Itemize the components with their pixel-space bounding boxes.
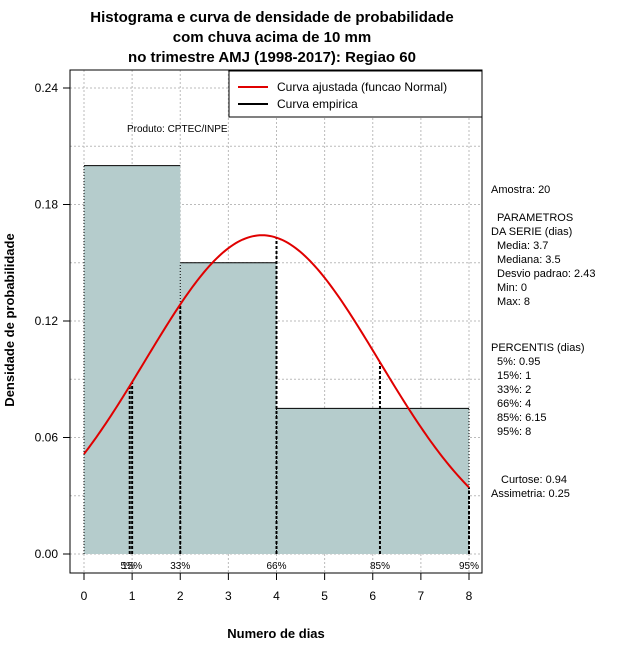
bars-layer <box>83 165 470 554</box>
y-tick-label: 0.12 <box>35 314 59 328</box>
y-tick-label: 0.06 <box>35 431 59 445</box>
params-subtitle: DA SERIE (dias) <box>491 226 572 238</box>
x-tick-label: 5 <box>321 589 328 603</box>
chart-title-line-3: no trimestre AMJ (1998-2017): Regiao 60 <box>128 49 416 66</box>
percentis-title: PERCENTIS (dias) <box>491 342 585 354</box>
percentile-label: 95% <box>459 561 479 572</box>
percentil-95: 95%: 8 <box>497 426 531 438</box>
histogram-bar <box>276 408 469 554</box>
x-tick-label: 6 <box>369 589 376 603</box>
param-max: Max: 8 <box>497 296 530 308</box>
histogram-bar <box>84 165 181 554</box>
legend-empirical-label: Curva empirica <box>277 97 358 111</box>
stats-panel: Amostra: 20 PARAMETROS DA SERIE (dias) M… <box>491 184 595 500</box>
y-tick-label: 0.24 <box>35 81 59 95</box>
x-axis-label: Numero de dias <box>227 626 325 641</box>
chart-title-line-1: Histograma e curva de densidade de proba… <box>90 9 453 26</box>
y-axis-label: Densidade de probabilidade <box>2 233 17 406</box>
x-tick-label: 1 <box>129 589 136 603</box>
param-mean: Media: 3.7 <box>497 240 548 252</box>
y-axis: 0.00 0.06 0.12 0.18 0.24 <box>35 81 71 561</box>
sample-size: Amostra: 20 <box>491 184 550 196</box>
x-tick-label: 8 <box>466 589 473 603</box>
normal-curve <box>83 234 470 489</box>
x-tick-label: 4 <box>273 589 280 603</box>
percentile-lines: 5%15% 33% 66% 85% 95% <box>120 237 479 572</box>
percentil-15: 15%: 1 <box>497 370 531 382</box>
legend-normal-label: Curva ajustada (funcao Normal) <box>277 80 447 94</box>
histogram-bar <box>180 262 277 554</box>
x-tick-label: 2 <box>177 589 184 603</box>
param-sd: Desvio padrao: 2.43 <box>497 268 595 280</box>
y-tick-label: 0.00 <box>35 547 59 561</box>
normal-curve-layer <box>83 234 470 489</box>
percentile-label: 5% <box>120 561 135 572</box>
legend: Curva ajustada (funcao Normal) Curva emp… <box>228 70 483 118</box>
x-axis: 0 1 2 3 4 5 6 7 8 <box>81 572 473 603</box>
percentile-label: 85% <box>370 561 390 572</box>
param-median: Mediana: 3.5 <box>497 254 561 266</box>
y-tick-label: 0.18 <box>35 198 59 212</box>
percentil-85: 85%: 6.15 <box>497 412 547 424</box>
legend-box <box>228 70 483 118</box>
skewness: Assimetria: 0.25 <box>491 488 570 500</box>
product-note: Produto: CPTEC/INPE <box>127 124 228 135</box>
percentile-label: 33% <box>170 561 190 572</box>
percentile-label: 66% <box>266 561 286 572</box>
percentil-33: 33%: 2 <box>497 384 531 396</box>
params-title: PARAMETROS <box>497 212 573 224</box>
percentil-66: 66%: 4 <box>497 398 531 410</box>
param-min: Min: 0 <box>497 282 527 294</box>
percentil-5: 5%: 0.95 <box>497 356 540 368</box>
x-tick-label: 7 <box>418 589 425 603</box>
percentile-label: 15% <box>122 561 142 572</box>
chart-title-line-2: com chuva acima de 10 mm <box>173 29 371 46</box>
kurtosis: Curtose: 0.94 <box>501 474 567 486</box>
x-tick-label: 0 <box>81 589 88 603</box>
x-tick-label: 3 <box>225 589 232 603</box>
